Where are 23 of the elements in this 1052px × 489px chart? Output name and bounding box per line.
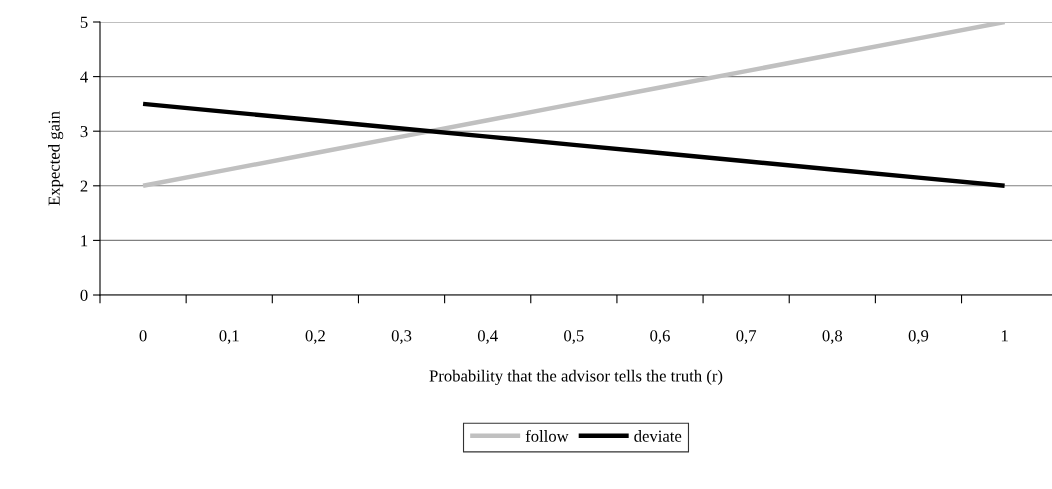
y-tick-label: 3 [80,125,88,138]
y-tick-label: 5 [80,16,88,28]
legend-label: follow [525,429,569,442]
x-tick-label: 0,4 [477,330,498,344]
y-tick-label: 2 [80,180,88,192]
x-tick-label: 0,9 [908,330,929,344]
x-tick-label: 0,5 [564,330,584,344]
x-axis-title: Probability that the advisor tells the truth (r) [429,369,723,385]
x-tick-label: 0,1 [219,330,239,344]
x-tick-label: 0,8 [822,330,843,344]
x-tick-label: 0,3 [391,330,412,344]
y-tick-label: 0 [80,289,88,301]
x-tick-label: 1 [1001,330,1008,342]
legend-label: deviate [634,430,682,442]
x-tick-label: 0,7 [736,330,757,344]
line-series [140,101,1007,189]
x-tick-label: 0,6 [650,330,670,344]
x-tick-label: 0 [139,330,147,342]
x-tick-label: 0,2 [305,330,325,344]
y-tick-label: 4 [80,71,88,83]
y-tick-label: 1 [81,235,88,247]
y-axis-title: Expected gain [48,111,64,206]
line-series [140,22,1007,189]
